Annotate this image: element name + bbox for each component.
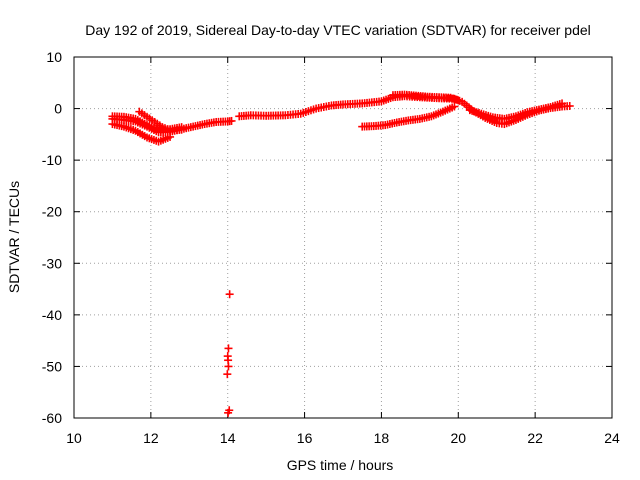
data-point-track-a	[227, 116, 236, 125]
y-tick-label: -50	[42, 358, 62, 374]
data-point-track-e	[565, 101, 574, 110]
y-axis-label: SDTVAR / TECUs	[6, 181, 22, 293]
axis-ticks: 10 12 14 16 18 20 22 24 10 0 -10 -20 -30 -40 -50 -60	[42, 49, 620, 446]
data-point-track-c	[166, 132, 175, 141]
y-tick-label: -20	[42, 204, 62, 220]
y-tick-label: -30	[42, 255, 62, 271]
data-point-outliers	[224, 362, 233, 371]
x-tick-label: 22	[527, 430, 543, 446]
data-points	[108, 90, 574, 417]
data-point-outliers	[224, 344, 233, 353]
x-tick-label: 14	[220, 430, 236, 446]
x-tick-label: 16	[297, 430, 313, 446]
y-tick-label: -40	[42, 307, 62, 323]
plot-frame	[73, 56, 613, 419]
y-tick-label: 10	[46, 49, 62, 65]
data-point-outliers	[225, 290, 234, 299]
chart-title: Day 192 of 2019, Sidereal Day-to-day VTE…	[85, 22, 591, 38]
data-point-track-d	[177, 125, 186, 134]
data-point-track-f	[558, 99, 567, 108]
data-point-track-h	[454, 96, 463, 105]
data-point-outliers	[225, 406, 234, 415]
data-point-outliers	[223, 370, 232, 379]
x-tick-label: 24	[604, 430, 620, 446]
y-tick-label: -10	[42, 152, 62, 168]
y-tick-label: 0	[54, 101, 62, 117]
x-tick-label: 18	[374, 430, 390, 446]
x-tick-label: 10	[66, 430, 82, 446]
x-tick-label: 20	[450, 430, 466, 446]
data-point-track-g	[450, 102, 459, 111]
x-tick-label: 12	[143, 430, 159, 446]
y-tick-label: -60	[42, 410, 62, 426]
x-axis-label: GPS time / hours	[287, 457, 394, 473]
grid	[74, 57, 612, 418]
